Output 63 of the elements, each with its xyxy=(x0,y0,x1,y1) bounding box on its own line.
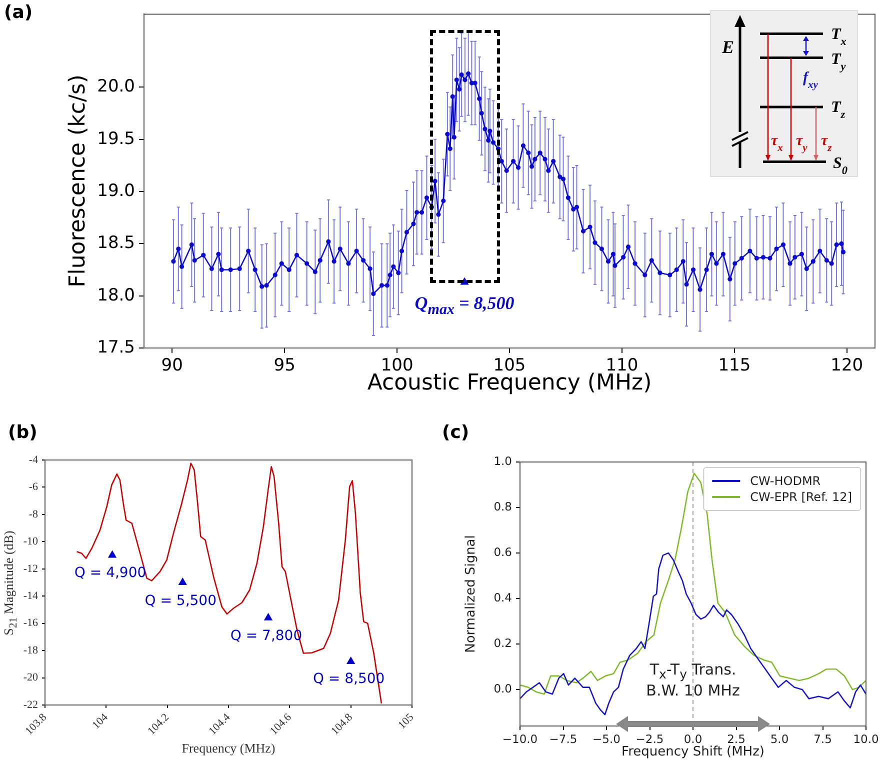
annotation: T$_{x}$-T$_{y}$ Trans. B.W. 10 MHz xyxy=(646,660,740,700)
annotation: Q = 5,500 xyxy=(144,592,216,608)
y-tick-label: -10 xyxy=(23,536,38,548)
y-tick-label: -16 xyxy=(23,617,38,630)
point xyxy=(178,578,187,585)
x-axis-title: Frequency (MHz) xyxy=(182,740,276,756)
y-tick-label: 18.5 xyxy=(97,233,135,254)
x-tick-label: 7.5 xyxy=(814,732,832,746)
y-tick-label: -22 xyxy=(23,698,38,711)
annotation: T$_{y}$ xyxy=(831,51,846,73)
annotation: Q$_{max}$ = 8,500 xyxy=(414,293,514,320)
annotation: Q = 4,900 xyxy=(74,565,146,582)
y-tick-label: 17.5 xyxy=(97,337,135,358)
chart-title: (a) xyxy=(4,2,33,23)
chart-title: (c) xyxy=(442,422,470,443)
point xyxy=(264,612,273,620)
y-tick-label: 0.4 xyxy=(494,590,512,605)
y-tick-label: 1.0 xyxy=(494,454,512,468)
chart-title: (b) xyxy=(8,422,38,443)
y-tick-label: -20 xyxy=(23,672,38,684)
x-tick-label: −5.0 xyxy=(592,732,620,746)
y-tick-label: 19.0 xyxy=(97,180,135,201)
x-tick-label: 120 xyxy=(830,356,864,376)
x-tick-label: −10.0 xyxy=(502,732,538,746)
annotation: τ$_{y}$ xyxy=(796,133,808,154)
y-tick-label: 0.8 xyxy=(494,500,512,514)
annotation: S$_{0}$ xyxy=(833,155,848,177)
x-tick-label: 5.0 xyxy=(770,732,789,746)
x-tick-label: −2.5 xyxy=(636,732,664,746)
x-tick-label: −7.5 xyxy=(549,732,578,746)
y-tick-label: 0.0 xyxy=(494,682,512,696)
annotation: f$_{xy}$ xyxy=(803,70,818,90)
x-tick-label: 95 xyxy=(274,356,296,376)
legend-label: CW-HODMR xyxy=(750,474,821,488)
annotation: T$_{x}$ xyxy=(831,26,847,48)
y-tick-label: 0.2 xyxy=(494,636,512,650)
y-tick-label: 19.5 xyxy=(97,128,135,149)
annotation: τ$_{x}$ xyxy=(771,133,783,154)
point xyxy=(108,550,117,558)
x-tick-label: 90 xyxy=(161,356,183,376)
annotation: τ$_{z}$ xyxy=(821,133,833,154)
y-tick-label: 0.6 xyxy=(494,545,512,560)
point xyxy=(346,656,356,664)
y-tick-label: 20.0 xyxy=(97,76,135,97)
x-tick-label: 115 xyxy=(718,356,751,376)
x-axis-title: Frequency Shift (MHz) xyxy=(622,744,764,760)
y-tick-label: -12 xyxy=(23,562,38,575)
y-tick-label: -14 xyxy=(23,590,38,602)
x-tick-label: 0.0 xyxy=(684,732,702,746)
annotation: E xyxy=(721,37,734,57)
y-tick-label: 18.0 xyxy=(97,285,135,306)
x-tick-label: 10.0 xyxy=(853,732,879,746)
y-tick-label: -4 xyxy=(28,454,38,466)
x-tick-label: 105 xyxy=(396,710,417,732)
y-tick-label: -6 xyxy=(28,481,38,494)
y-tick-label: -18 xyxy=(23,644,38,656)
y-axis-title: Normalized Signal xyxy=(464,535,480,653)
x-tick-label: 2.5 xyxy=(727,732,746,746)
x-tick-label: 104 xyxy=(90,710,111,732)
legend-label: CW-EPR [Ref. 12] xyxy=(750,490,852,504)
y-tick-label: -8 xyxy=(28,508,38,520)
annotation: T$_{z}$ xyxy=(831,99,846,121)
y-axis-title: Fluorescence (kc/s) xyxy=(65,74,91,288)
